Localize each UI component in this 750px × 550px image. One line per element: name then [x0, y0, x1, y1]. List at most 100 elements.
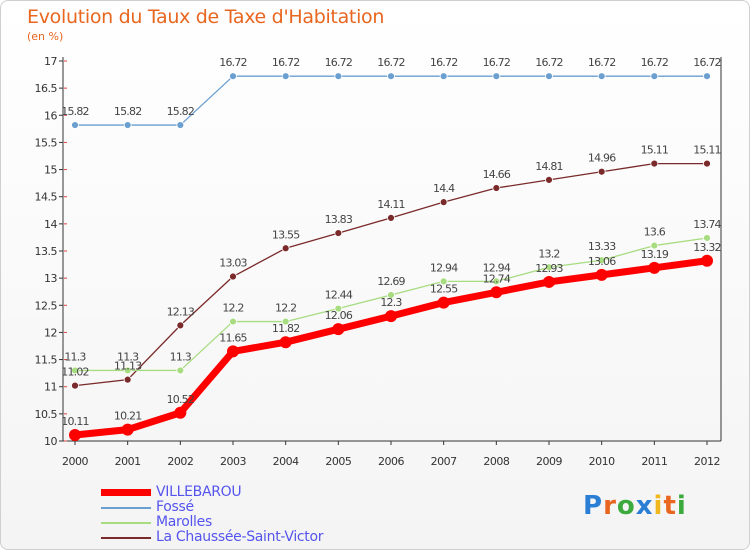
data-label: 16.72 — [693, 56, 721, 69]
chart-subtitle: (en %) — [27, 30, 64, 43]
data-label: 12.55 — [430, 283, 458, 296]
x-tick-label: 2004 — [273, 455, 299, 468]
data-point — [176, 366, 185, 375]
data-label: 14.11 — [377, 198, 405, 211]
data-point — [545, 175, 553, 184]
logo-letter: i — [676, 491, 687, 521]
proxiti-logo: Proxiti — [583, 491, 687, 521]
data-point — [439, 198, 448, 207]
data-point — [227, 345, 239, 358]
data-label: 13.2 — [538, 247, 559, 260]
data-point — [281, 244, 290, 253]
data-label: 12.74 — [483, 272, 511, 285]
legend-item-la-chaussee: La Chaussée-Saint-Victor — [101, 529, 324, 545]
data-point — [123, 375, 132, 384]
legend-swatch-fosse — [101, 506, 151, 509]
logo-letter: P — [583, 491, 604, 521]
data-label: 12.3 — [380, 296, 402, 309]
x-tick-label: 2001 — [115, 455, 141, 468]
data-label: 10.21 — [114, 410, 142, 423]
logo-letter: i — [653, 491, 664, 521]
y-tick-label: 15.5 — [35, 136, 58, 149]
legend-label: La Chaussée-Saint-Victor — [156, 529, 324, 545]
data-point — [595, 268, 608, 281]
legend-label: Marolles — [156, 514, 212, 530]
data-point — [703, 159, 711, 168]
data-point — [229, 72, 237, 81]
y-tick-label: 17 — [44, 55, 57, 68]
y-axis-ticks: 10 10.5 11 11.5 12 12.5 13 13.5 14 14.5 15 15.5 16 16… — [35, 55, 67, 448]
data-label: 15.82 — [114, 105, 142, 118]
data-label: 11.3 — [117, 350, 139, 363]
data-point — [701, 254, 713, 267]
data-label: 16.72 — [588, 56, 616, 69]
y-tick-label: 13 — [44, 272, 57, 285]
data-point — [597, 167, 606, 176]
y-tick-label: 14 — [44, 218, 57, 231]
data-point — [281, 72, 290, 81]
data-label: 12.69 — [377, 275, 405, 288]
data-point — [385, 310, 397, 323]
data-point — [229, 272, 237, 281]
data-point — [648, 261, 661, 274]
y-tick-label: 11.5 — [35, 354, 58, 367]
y-tick-label: 10 — [44, 435, 57, 448]
data-label: 13.19 — [641, 248, 669, 261]
data-point — [387, 291, 395, 299]
logo-letter: r — [603, 491, 617, 521]
data-label: 13.33 — [588, 240, 616, 253]
data-point — [650, 159, 659, 168]
data-label: 12.94 — [483, 261, 511, 274]
data-point — [69, 429, 81, 442]
data-point — [597, 72, 606, 81]
data-point — [543, 275, 555, 288]
data-label: 14.4 — [433, 182, 455, 195]
data-point — [71, 366, 79, 375]
data-point — [439, 277, 448, 286]
data-point — [387, 213, 395, 222]
logo-letter: o — [616, 491, 636, 521]
data-label: 12.06 — [325, 309, 353, 322]
data-point — [650, 241, 659, 250]
data-point — [71, 121, 79, 129]
data-point — [492, 72, 501, 81]
data-label: 11.02 — [61, 366, 89, 379]
x-axis-ticks: 2000 2001 2002 2003 2004 2005 2006 2007 2008 2009… — [62, 441, 721, 468]
y-tick-label: 14.5 — [35, 191, 58, 204]
data-point — [176, 321, 185, 330]
data-label: 16.72 — [483, 56, 511, 69]
data-label: 11.3 — [64, 350, 86, 363]
legend: VILLEBAROU Fossé Marolles La Chaussée-Sa… — [101, 485, 324, 545]
x-tick-label: 2000 — [62, 455, 88, 468]
data-label: 13.6 — [644, 226, 666, 239]
data-point — [123, 121, 132, 129]
data-point — [437, 296, 450, 309]
legend-swatch-villebarou — [101, 489, 151, 496]
legend-item-fosse: Fossé — [101, 500, 323, 515]
data-label: 13.32 — [693, 241, 721, 254]
data-label: 16.72 — [219, 56, 247, 69]
data-label: 13.55 — [272, 228, 300, 241]
data-label: 12.2 — [275, 302, 296, 315]
data-label: 16.72 — [272, 56, 300, 69]
data-label: 12.2 — [222, 302, 243, 315]
y-tick-label: 10.5 — [35, 408, 58, 421]
data-point — [332, 323, 345, 336]
legend-swatch-marolles — [101, 521, 151, 524]
data-point — [492, 184, 501, 192]
data-label: 12.93 — [535, 262, 563, 275]
data-label: 16.72 — [535, 56, 563, 69]
y-tick-label: 12.5 — [35, 299, 58, 312]
x-tick-label: 2003 — [220, 455, 246, 468]
data-label: 13.06 — [588, 255, 616, 268]
data-point — [229, 317, 237, 326]
series-lines — [69, 72, 713, 442]
data-label: 12.44 — [325, 289, 353, 302]
y-tick-label: 13.5 — [35, 245, 58, 258]
data-point — [490, 286, 503, 299]
data-label: 11.65 — [219, 331, 247, 344]
data-label: 12.13 — [167, 305, 195, 318]
data-point — [123, 366, 132, 375]
logo-letter: t — [663, 491, 677, 521]
